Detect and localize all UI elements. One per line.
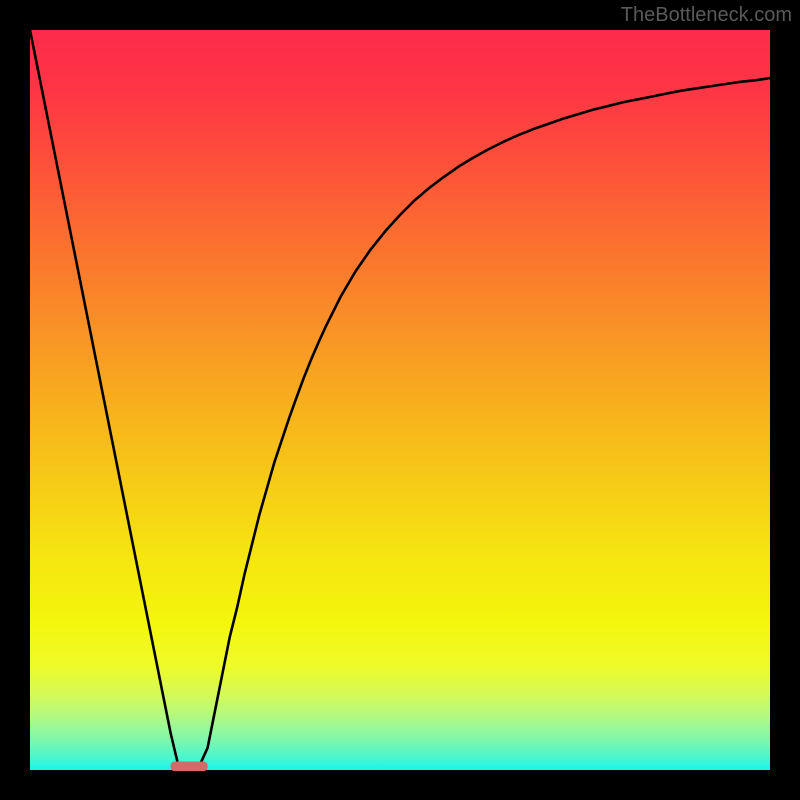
chart-svg	[0, 0, 800, 800]
chart-background	[30, 30, 770, 770]
bottleneck-chart: TheBottleneck.com	[0, 0, 800, 800]
optimum-marker	[171, 761, 208, 771]
